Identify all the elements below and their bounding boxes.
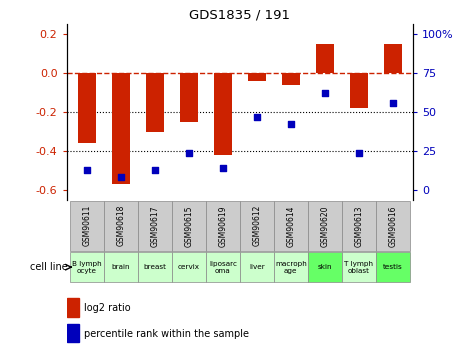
- Bar: [376, 201, 409, 252]
- Bar: [315, 44, 334, 73]
- Point: [83, 167, 91, 173]
- Text: B lymph
ocyte: B lymph ocyte: [72, 261, 102, 274]
- Bar: [138, 201, 171, 252]
- Text: breast: breast: [143, 264, 166, 270]
- Bar: [77, 73, 96, 144]
- Bar: [206, 201, 239, 252]
- Bar: [350, 73, 368, 108]
- Point: [219, 166, 227, 171]
- Point: [253, 115, 261, 120]
- Text: testis: testis: [383, 264, 403, 270]
- Bar: [308, 252, 342, 282]
- Point: [117, 175, 125, 180]
- Point: [185, 150, 193, 155]
- Bar: [180, 73, 198, 122]
- Point: [321, 90, 329, 96]
- Bar: [206, 252, 239, 282]
- Text: liver: liver: [249, 264, 265, 270]
- Bar: [282, 73, 300, 85]
- Text: T lymph
oblast: T lymph oblast: [344, 261, 373, 274]
- Bar: [145, 73, 164, 132]
- Bar: [342, 252, 376, 282]
- Text: GSM90617: GSM90617: [151, 205, 160, 247]
- Text: GSM90615: GSM90615: [184, 205, 193, 247]
- Point: [151, 167, 159, 173]
- Text: skin: skin: [318, 264, 332, 270]
- Point: [389, 101, 397, 106]
- Bar: [104, 252, 138, 282]
- Bar: [66, 298, 79, 317]
- Bar: [172, 252, 206, 282]
- Bar: [112, 73, 130, 185]
- Text: GSM90618: GSM90618: [116, 205, 125, 246]
- Bar: [376, 252, 409, 282]
- Text: GSM90612: GSM90612: [252, 205, 261, 246]
- Text: GSM90614: GSM90614: [286, 205, 295, 247]
- Text: macroph
age: macroph age: [275, 261, 307, 274]
- Bar: [66, 324, 79, 342]
- Text: GSM90616: GSM90616: [389, 205, 398, 247]
- Bar: [274, 252, 307, 282]
- Text: percentile rank within the sample: percentile rank within the sample: [84, 329, 249, 338]
- Text: cell line: cell line: [30, 262, 67, 272]
- Text: GSM90611: GSM90611: [82, 205, 91, 246]
- Text: GSM90620: GSM90620: [320, 205, 329, 247]
- Point: [287, 122, 294, 127]
- Bar: [342, 201, 376, 252]
- Text: brain: brain: [112, 264, 130, 270]
- Bar: [172, 201, 206, 252]
- Text: GSM90619: GSM90619: [218, 205, 228, 247]
- Bar: [214, 73, 232, 155]
- Bar: [247, 73, 266, 81]
- Text: log2 ratio: log2 ratio: [84, 303, 131, 313]
- Title: GDS1835 / 191: GDS1835 / 191: [190, 9, 290, 22]
- Bar: [240, 201, 274, 252]
- Bar: [274, 201, 307, 252]
- Text: GSM90613: GSM90613: [354, 205, 363, 247]
- Bar: [70, 201, 104, 252]
- Bar: [70, 252, 104, 282]
- Bar: [138, 252, 171, 282]
- Bar: [383, 44, 402, 73]
- Bar: [104, 201, 138, 252]
- Bar: [240, 252, 274, 282]
- Point: [355, 150, 362, 155]
- Text: liposarc
oma: liposarc oma: [209, 261, 237, 274]
- Bar: [308, 201, 342, 252]
- Text: cervix: cervix: [178, 264, 200, 270]
